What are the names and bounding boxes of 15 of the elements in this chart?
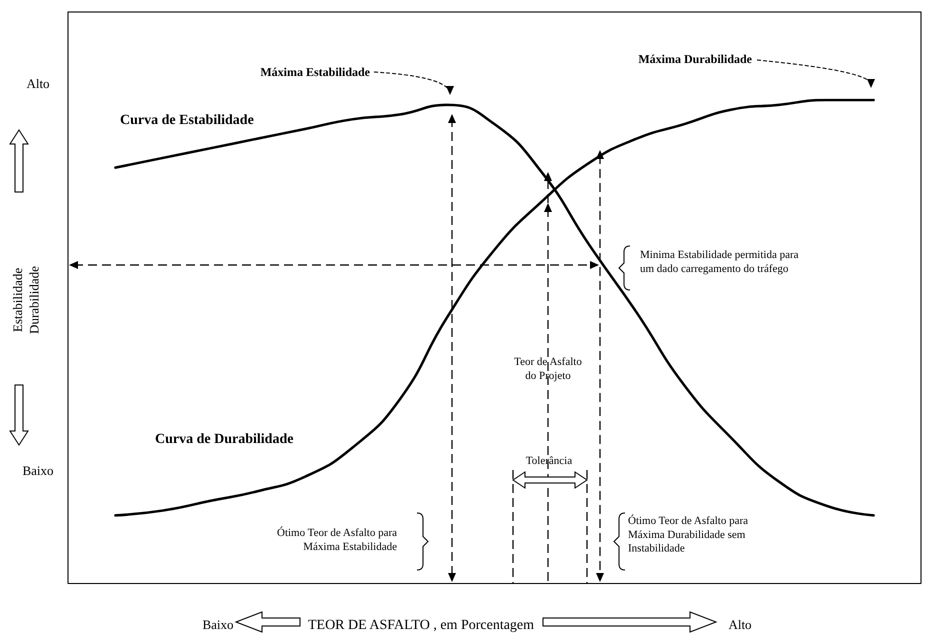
text: Alto (728, 617, 752, 632)
annotation: Ótimo Teor de Asfalto para Máxima Durabilidade sem Instabilidade (628, 514, 748, 554)
x-axis-title: TEOR DE ASFALTO , em Porcentagem (308, 618, 534, 633)
text: Baixo (202, 617, 234, 632)
text: Curva de Durabilidade (155, 432, 294, 447)
text: Alto (26, 76, 50, 91)
text: Máxima Estabilidade (260, 65, 371, 79)
text: Baixo (22, 463, 54, 478)
annotation: Teor de Asfalto do Projeto (514, 356, 582, 382)
text: Máxima Durabilidade (638, 52, 753, 66)
annotation: Tolerância (526, 455, 572, 467)
series-label: Curva de Estabilidade (120, 113, 254, 128)
annotation: Ótimo Teor de Asfalto para Máxima Estabilidade (277, 526, 398, 553)
y-axis-title: Estabilidade Durabilidade (10, 266, 42, 334)
annotation: Minima Estabilidade permitida para um dado carregamento do tráfego (640, 249, 799, 275)
